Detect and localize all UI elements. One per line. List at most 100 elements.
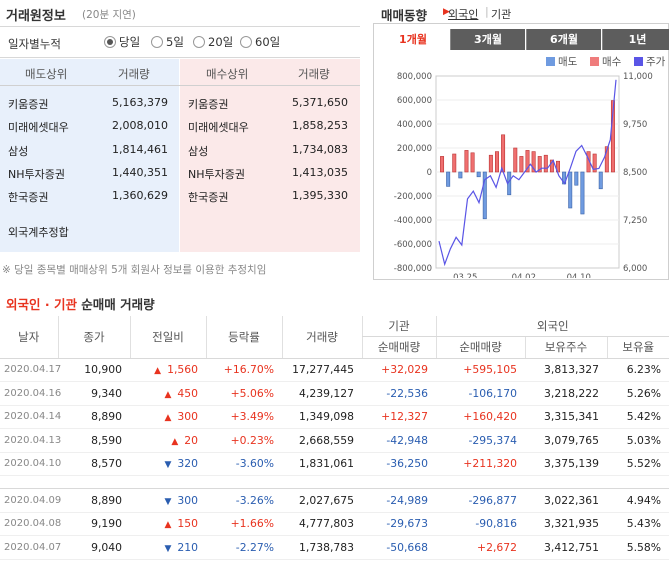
bar [464, 150, 469, 173]
bar [574, 171, 579, 186]
buy-broker-name: 키움증권 [188, 98, 229, 111]
cell-rate: +16.70% [206, 358, 282, 382]
arrow-right-icon: ▶ [443, 7, 450, 17]
bar [549, 159, 554, 173]
cell-frg-hold: 3,022,361 [525, 488, 607, 513]
cell-frg-ratio: 5.26% [607, 381, 669, 406]
sell-column-bg [0, 59, 179, 252]
triangle-down-icon: ▼ [164, 460, 172, 471]
chart-box: 1개월 3개월 6개월 1년 매도 매수 주가 800,000 600,000 40… [373, 23, 669, 280]
cell-change: ▲ 150 [130, 512, 206, 536]
cell-frg-hold: 3,813,327 [525, 358, 607, 382]
y-left-tick: 800,000 [397, 72, 432, 82]
radio-20d[interactable]: 20일 [193, 35, 233, 49]
net-trading-title: 외국인 · 기관 순매매 거래량 [6, 297, 155, 312]
radio-dot-icon [240, 36, 252, 48]
tab-3month[interactable]: 3개월 [450, 29, 525, 50]
legend-sell: 매도 [546, 54, 577, 69]
table-row: 2020.04.08 9,190 ▲ 150 +1.66% 4,777,803 -29,67… [0, 512, 669, 536]
col-inst-net: 순매매량 [361, 336, 436, 359]
cell-rate: +1.66% [206, 512, 282, 536]
buy-broker-volume: 1,858,253 [292, 119, 348, 132]
cell-close: 9,340 [58, 381, 130, 406]
col-date: 날자 [0, 316, 58, 359]
sell-broker-name: NH투자증권 [8, 168, 65, 181]
cell-frg-net: -295,374 [436, 428, 525, 453]
cell-close: 8,890 [58, 488, 130, 513]
radio-5d[interactable]: 5일 [151, 35, 184, 49]
y-left-tick: 0 [427, 168, 432, 178]
cell-date: 2020.04.13 [0, 428, 61, 453]
radio-today[interactable]: 당일 [104, 35, 140, 49]
radio-60d[interactable]: 60일 [240, 35, 280, 49]
cell-change: ▲ 1,560 [130, 358, 206, 382]
cell-frg-net: -296,877 [436, 488, 525, 513]
cell-close: 8,890 [58, 405, 130, 429]
foreign-estimate-label: 외국계추정합 [8, 226, 69, 239]
legend-buy-swatch [590, 57, 599, 66]
cell-inst-net: -22,536 [362, 381, 436, 406]
cell-frg-ratio: 4.94% [607, 488, 669, 513]
cell-inst-net: -42,948 [362, 428, 436, 453]
triangle-down-icon: ▼ [164, 496, 172, 507]
buy-broker-volume: 1,413,035 [292, 166, 348, 179]
buy-broker-volume: 5,371,650 [292, 96, 348, 109]
col-frg-hold: 보유주수 [524, 336, 607, 359]
link-foreign[interactable]: 외국인 [448, 8, 479, 21]
net-table-body: 2020.04.17 10,900 ▲ 1,560 +16.70% 17,277,445 +… [0, 358, 669, 560]
col-close: 종가 [57, 316, 130, 359]
bar [440, 156, 445, 173]
cell-inst-net: -29,673 [362, 512, 436, 536]
table-row: 2020.04.14 8,890 ▲ 300 +3.49% 1,349,098 +12,32… [0, 405, 669, 429]
broker-title: 거래원정보 [6, 9, 66, 24]
bar [598, 171, 603, 190]
y-left-tick: -400,000 [394, 216, 432, 226]
cell-date: 2020.04.09 [0, 488, 61, 513]
link-institution[interactable]: 기관 [491, 8, 512, 21]
price-line [438, 79, 617, 267]
triangle-up-icon: ▲ [164, 520, 172, 531]
cell-frg-hold: 3,321,935 [525, 512, 607, 536]
y-right-tick: 6,000 [623, 264, 647, 274]
legend-price: 주가 [634, 54, 665, 69]
cell-frg-ratio: 5.58% [607, 535, 669, 560]
cell-frg-hold: 3,412,751 [525, 535, 607, 560]
tab-1month[interactable]: 1개월 [378, 29, 448, 50]
cell-close: 8,590 [58, 428, 130, 453]
bar [562, 171, 567, 185]
header-sell-vol: 거래량 [118, 67, 150, 81]
sell-broker-volume: 1,814,461 [112, 143, 168, 156]
tab-6month[interactable]: 6개월 [526, 29, 601, 50]
col-change: 전일비 [129, 316, 206, 359]
bar [470, 152, 475, 173]
cell-inst-net: -24,989 [362, 488, 436, 513]
bar [495, 151, 499, 173]
cell-volume: 1,831,061 [282, 452, 362, 476]
link-divider: | [485, 5, 489, 18]
table-row: 2020.04.07 9,040 ▼ 210 -2.27% 1,738,783 -50,66… [0, 535, 669, 560]
triangle-up-icon: ▲ [154, 366, 162, 377]
cell-date: 2020.04.17 [0, 358, 61, 382]
cell-date: 2020.04.08 [0, 512, 61, 536]
table-row: 2020.04.16 9,340 ▲ 450 +5.06% 4,239,127 -22,53… [0, 381, 669, 406]
row-group-gap [0, 475, 669, 489]
cell-rate: -3.60% [206, 452, 282, 476]
cell-volume: 1,738,783 [282, 535, 362, 560]
y-right-tick: 8,500 [623, 168, 647, 178]
cell-close: 10,900 [58, 358, 130, 382]
cell-date: 2020.04.14 [0, 405, 61, 429]
broker-delay-note: (20분 지연) [82, 9, 136, 21]
period-selector: 일자별누적 당일 5일 20일 60일 [0, 26, 360, 58]
bar [476, 171, 481, 178]
col-frg-net: 순매매량 [435, 336, 525, 359]
col-volume: 거래량 [281, 316, 362, 359]
tab-1year[interactable]: 1년 [602, 29, 669, 50]
bar [568, 171, 573, 209]
col-rate: 등락률 [205, 316, 282, 359]
cell-close: 9,040 [58, 535, 130, 560]
cell-frg-ratio: 5.42% [607, 405, 669, 429]
cell-frg-hold: 3,375,139 [525, 452, 607, 476]
header-buy-vol: 거래량 [298, 67, 330, 81]
cell-frg-net: +211,320 [436, 452, 525, 476]
buy-column-bg [180, 59, 360, 252]
